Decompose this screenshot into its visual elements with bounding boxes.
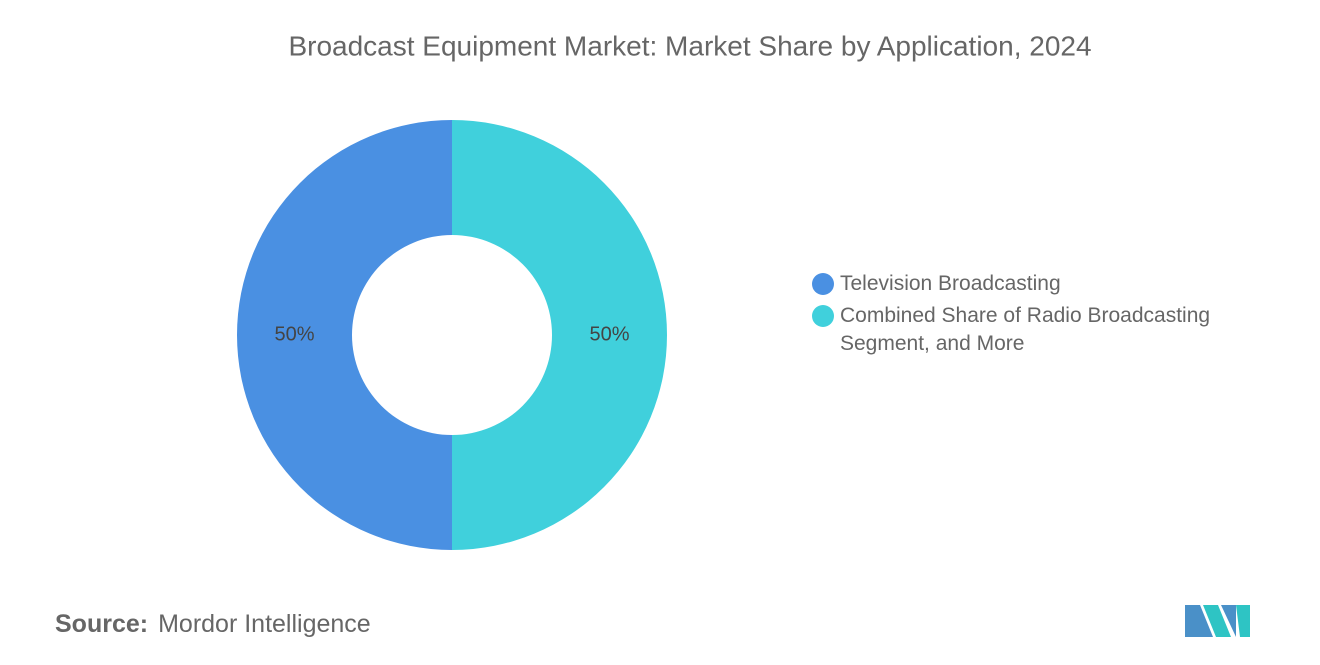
- logo-shape: [1236, 605, 1250, 637]
- legend: Television Broadcasting Combined Share of…: [812, 270, 1252, 362]
- legend-label: Combined Share of Radio Broadcasting Seg…: [840, 304, 1211, 355]
- chart-title: Broadcast Equipment Market: Market Share…: [288, 30, 1091, 61]
- source-name: Mordor Intelligence: [158, 610, 371, 638]
- legend-item: Combined Share of Radio Broadcasting Seg…: [812, 302, 1252, 358]
- data-label: 50%: [274, 323, 314, 345]
- legend-item: Television Broadcasting: [812, 270, 1252, 298]
- legend-marker: [812, 273, 834, 295]
- logo-shape: [1185, 605, 1213, 637]
- logo: [1185, 605, 1250, 637]
- legend-label: Television Broadcasting: [840, 272, 1061, 295]
- data-label: 50%: [589, 323, 629, 345]
- logo-shape: [1221, 605, 1236, 637]
- legend-marker: [812, 305, 834, 327]
- slice: [237, 120, 452, 550]
- logo-shape: [1203, 605, 1231, 637]
- slice: [452, 120, 667, 550]
- source: Source: Mordor Intelligence: [55, 610, 371, 639]
- source-label: Source:: [55, 610, 149, 638]
